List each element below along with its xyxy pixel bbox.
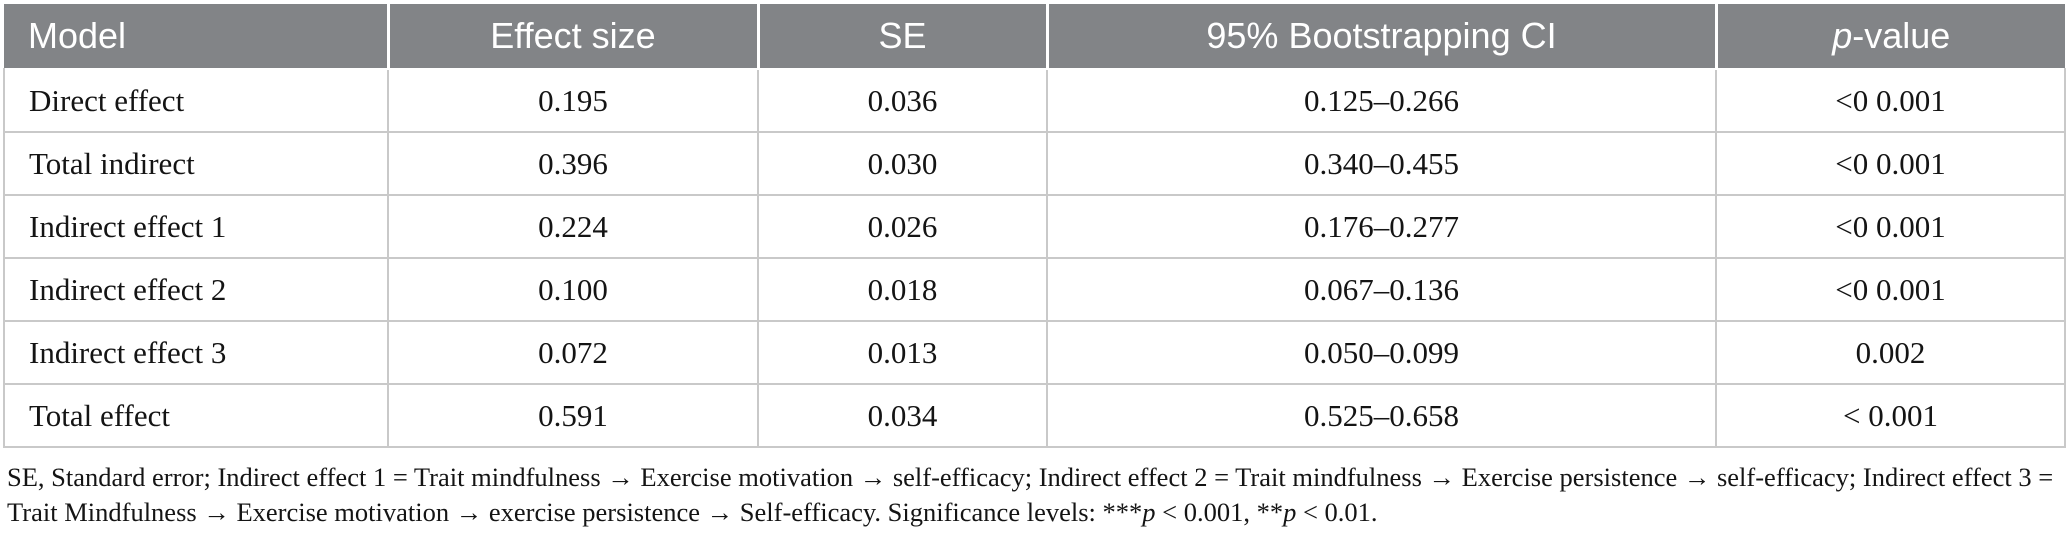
cell-effect-size: 0.591 — [387, 384, 759, 448]
p-value-italic-p: p — [1832, 15, 1853, 56]
cell-ci: 0.525–0.658 — [1046, 384, 1717, 448]
cell-ci: 0.176–0.277 — [1046, 195, 1717, 259]
cell-p-value: < 0.001 — [1715, 384, 2066, 448]
cell-se: 0.036 — [757, 68, 1048, 133]
table-row-total-effect: Total effect 0.591 0.034 0.525–0.658 < 0… — [3, 384, 2066, 448]
cell-p-value: <0 0.001 — [1715, 132, 2066, 196]
col-header-se: SE — [756, 4, 1047, 69]
col-header-p-value: p-value — [1714, 4, 2065, 69]
cell-ci: 0.125–0.266 — [1046, 68, 1717, 133]
footnote-text: SE, Standard error; Indirect effect 1 = … — [7, 462, 2054, 527]
footnote-italic-p: p — [1283, 497, 1297, 527]
cell-effect-size: 0.396 — [387, 132, 759, 196]
table-header-row: Model Effect size SE 95% Bootstrapping C… — [4, 4, 2065, 69]
cell-ci: 0.067–0.136 — [1046, 258, 1717, 322]
table-row-total-indirect: Total indirect 0.396 0.030 0.340–0.455 <… — [3, 132, 2066, 196]
cell-model: Direct effect — [3, 68, 389, 133]
p-value-rest: -value — [1852, 15, 1951, 56]
cell-effect-size: 0.195 — [387, 68, 759, 133]
table-row-direct-effect: Direct effect 0.195 0.036 0.125–0.266 <0… — [3, 68, 2066, 133]
cell-effect-size: 0.072 — [387, 321, 759, 385]
cell-ci: 0.340–0.455 — [1046, 132, 1717, 196]
cell-se: 0.026 — [757, 195, 1048, 259]
cell-model: Indirect effect 1 — [3, 195, 389, 259]
col-header-ci: 95% Bootstrapping CI — [1045, 4, 1716, 69]
footnote-text: < 0.001, ** — [1155, 497, 1284, 527]
effects-table: Model Effect size SE 95% Bootstrapping C… — [3, 4, 2066, 448]
cell-model: Indirect effect 3 — [3, 321, 389, 385]
footnote-italic-p: p — [1142, 497, 1156, 527]
table-row-indirect-effect-2: Indirect effect 2 0.100 0.018 0.067–0.13… — [3, 258, 2066, 322]
cell-se: 0.030 — [757, 132, 1048, 196]
cell-se: 0.013 — [757, 321, 1048, 385]
table-footnote: SE, Standard error; Indirect effect 1 = … — [7, 460, 2064, 530]
cell-model: Total indirect — [3, 132, 389, 196]
footnote-text: < 0.01. — [1296, 497, 1378, 527]
cell-se: 0.018 — [757, 258, 1048, 322]
col-header-model: Model — [4, 4, 388, 69]
cell-effect-size: 0.224 — [387, 195, 759, 259]
table-row-indirect-effect-1: Indirect effect 1 0.224 0.026 0.176–0.27… — [3, 195, 2066, 259]
cell-p-value: 0.002 — [1715, 321, 2066, 385]
cell-model: Indirect effect 2 — [3, 258, 389, 322]
cell-p-value: <0 0.001 — [1715, 258, 2066, 322]
cell-se: 0.034 — [757, 384, 1048, 448]
cell-p-value: <0 0.001 — [1715, 68, 2066, 133]
cell-ci: 0.050–0.099 — [1046, 321, 1717, 385]
col-header-effect-size: Effect size — [386, 4, 758, 69]
table-row-indirect-effect-3: Indirect effect 3 0.072 0.013 0.050–0.09… — [3, 321, 2066, 385]
cell-effect-size: 0.100 — [387, 258, 759, 322]
cell-model: Total effect — [3, 384, 389, 448]
cell-p-value: <0 0.001 — [1715, 195, 2066, 259]
